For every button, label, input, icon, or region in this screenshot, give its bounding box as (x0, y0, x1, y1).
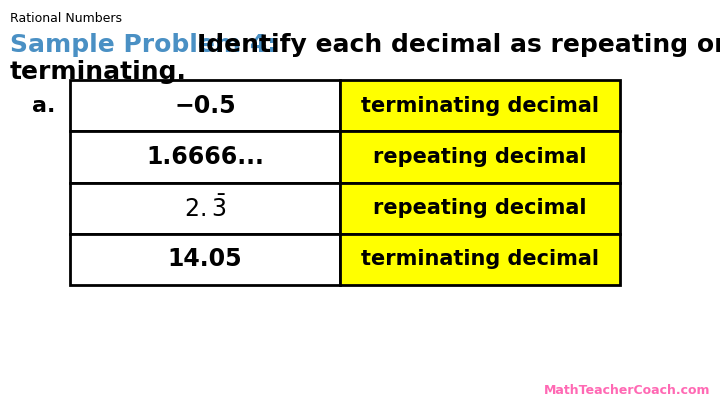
Bar (340, 131, 620, 183)
Text: Identify each decimal as repeating or: Identify each decimal as repeating or (197, 33, 720, 57)
Text: repeating decimal: repeating decimal (373, 147, 587, 167)
Bar (70, 234, 340, 285)
Text: terminating.: terminating. (10, 60, 187, 84)
Text: terminating decimal: terminating decimal (361, 249, 599, 269)
Text: 14.05: 14.05 (168, 247, 243, 271)
Text: 1.6666...: 1.6666... (146, 145, 264, 169)
Bar (70, 80, 340, 131)
Bar (340, 234, 620, 285)
Text: repeating decimal: repeating decimal (373, 198, 587, 218)
Text: Rational Numbers: Rational Numbers (10, 12, 122, 25)
Text: terminating decimal: terminating decimal (361, 96, 599, 115)
Text: Sample Problem 4:: Sample Problem 4: (10, 33, 277, 57)
Bar (70, 131, 340, 183)
Text: $2.\bar{3}$: $2.\bar{3}$ (184, 195, 226, 222)
Text: a.: a. (32, 96, 55, 115)
Bar (340, 183, 620, 234)
Bar (70, 183, 340, 234)
Text: −0.5: −0.5 (174, 94, 236, 117)
Bar (340, 80, 620, 131)
Text: MathTeacherCoach.com: MathTeacherCoach.com (544, 384, 710, 397)
